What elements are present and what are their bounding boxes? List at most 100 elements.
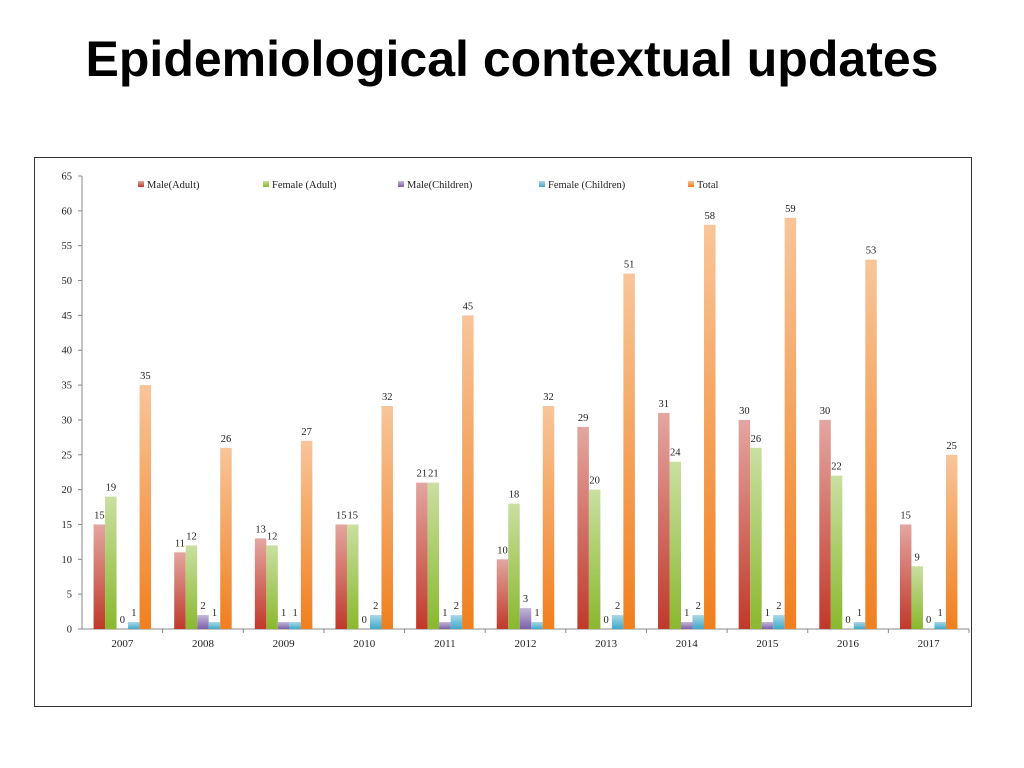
bar-female-adult — [185, 545, 198, 629]
bar-female-adult — [105, 496, 117, 629]
bar-total — [462, 315, 474, 629]
data-label: 12 — [267, 531, 278, 542]
data-label: 32 — [382, 392, 393, 403]
y-tick-label: 55 — [62, 241, 73, 252]
bar-female-children — [208, 622, 221, 629]
y-tick-label: 20 — [62, 485, 73, 496]
bar-male-adult — [93, 524, 106, 629]
data-label: 25 — [946, 441, 957, 452]
legend-label: Female (Children) — [548, 180, 626, 191]
bar-female-children — [692, 615, 705, 629]
bar-total — [139, 385, 152, 629]
bar-female-adult — [588, 489, 601, 629]
bar-female-adult — [427, 482, 440, 629]
bar-male-adult — [819, 419, 831, 629]
bar-female-adult — [830, 475, 843, 629]
x-tick-label: 2012 — [515, 638, 537, 650]
data-label: 1 — [281, 608, 286, 619]
bar-female-adult — [266, 545, 278, 629]
bar-male-adult — [335, 524, 347, 629]
bar-female-children — [934, 622, 946, 629]
data-label: 18 — [509, 490, 520, 501]
data-label: 1 — [212, 608, 217, 619]
data-label: 51 — [624, 260, 635, 271]
data-label: 10 — [497, 545, 508, 556]
bar-male-adult — [738, 419, 751, 629]
y-tick-label: 40 — [62, 346, 73, 357]
x-tick-label: 2010 — [353, 638, 376, 650]
data-label: 3 — [523, 594, 528, 605]
legend-swatch — [398, 181, 404, 187]
bar-male-adult — [496, 559, 509, 629]
bar-male-children — [761, 622, 774, 629]
bar-total — [542, 405, 555, 629]
data-label: 2 — [200, 601, 205, 612]
bar-male-adult — [658, 412, 670, 629]
bar-female-adult — [346, 524, 359, 629]
data-label: 26 — [221, 434, 232, 445]
data-label: 15 — [900, 510, 911, 521]
bar-female-children — [369, 615, 382, 629]
bar-total — [945, 454, 958, 629]
data-label: 19 — [106, 483, 117, 494]
data-label: 20 — [589, 476, 600, 487]
y-tick-label: 45 — [62, 311, 73, 322]
data-label: 15 — [336, 510, 347, 521]
bar-male-children — [277, 622, 290, 629]
data-label: 12 — [186, 531, 197, 542]
data-label: 2 — [454, 601, 459, 612]
y-tick-label: 25 — [62, 450, 73, 461]
slide-title: Epidemiological contextual updates — [85, 31, 939, 87]
bar-male-adult — [254, 538, 267, 629]
bar-female-children — [531, 622, 543, 629]
y-tick-label: 15 — [62, 520, 73, 531]
legend-swatch — [688, 181, 694, 187]
y-tick-label: 60 — [62, 206, 73, 217]
legend-label: Male(Adult) — [147, 180, 200, 191]
data-label: 2 — [615, 601, 620, 612]
data-label: 0 — [120, 615, 125, 626]
bar-female-children — [611, 615, 624, 629]
bar-male-adult — [416, 482, 428, 629]
data-label: 1 — [857, 608, 862, 619]
data-label: 1 — [765, 608, 770, 619]
bar-total — [784, 217, 797, 630]
y-tick-label: 50 — [62, 276, 73, 287]
bar-female-children — [450, 615, 463, 629]
chart-bars — [93, 217, 958, 630]
bar-female-children — [128, 622, 140, 629]
data-label: 21 — [428, 469, 439, 480]
data-label: 13 — [255, 524, 266, 535]
data-label: 1 — [938, 608, 943, 619]
data-label: 1 — [684, 608, 689, 619]
data-label: 2 — [776, 601, 781, 612]
legend-swatch — [138, 181, 144, 187]
legend-label: Female (Adult) — [272, 180, 337, 191]
y-tick-label: 10 — [62, 555, 73, 566]
data-label: 1 — [534, 608, 539, 619]
bar-male-adult — [174, 552, 186, 629]
bar-female-adult — [750, 447, 762, 629]
x-tick-label: 2009 — [273, 638, 296, 650]
bar-male-adult — [899, 524, 912, 629]
bar-female-adult — [508, 503, 520, 629]
data-label: 2 — [696, 601, 701, 612]
x-tick-label: 2017 — [918, 638, 941, 650]
bar-male-adult — [577, 426, 589, 629]
data-label: 26 — [751, 434, 762, 445]
data-label: 35 — [140, 371, 151, 382]
data-label: 1 — [131, 608, 136, 619]
data-label: 15 — [347, 510, 358, 521]
data-label: 45 — [463, 301, 474, 312]
bar-male-children — [519, 608, 532, 629]
data-label: 2 — [373, 601, 378, 612]
bar-total — [704, 224, 716, 629]
bar-female-adult — [669, 461, 682, 629]
x-tick-label: 2014 — [676, 638, 699, 650]
bar-female-children — [773, 615, 785, 629]
data-label: 21 — [417, 469, 428, 480]
data-label: 0 — [845, 615, 850, 626]
